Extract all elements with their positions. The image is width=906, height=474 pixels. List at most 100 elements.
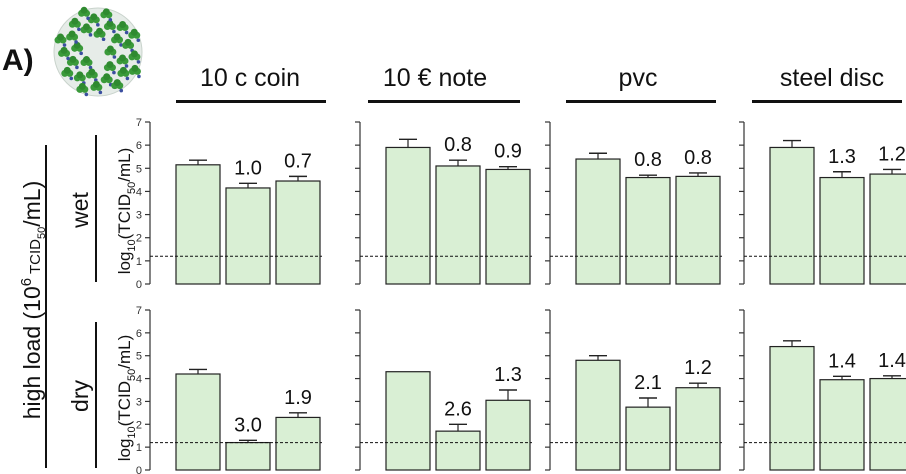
bar — [435, 430, 481, 471]
virus-spike — [80, 23, 93, 37]
y-axis-label: log10(TCID50/mL) — [115, 148, 138, 275]
virus-spike — [103, 20, 116, 34]
virus-spike — [104, 45, 117, 59]
row-label-dry: dry — [67, 380, 93, 412]
virus-spike — [78, 6, 91, 21]
virus-spike — [66, 55, 79, 70]
data-label: 0.9 — [494, 141, 522, 163]
virus-spike — [54, 33, 67, 47]
virus-spike — [90, 80, 103, 95]
virus-spike — [103, 61, 116, 75]
virus-spike — [73, 71, 86, 85]
y-tick-label: 0 — [136, 279, 142, 291]
column-underline-pvc — [566, 100, 716, 103]
data-label: 2.1 — [634, 372, 662, 394]
bar — [175, 373, 221, 471]
y-tick-label: 0 — [136, 465, 142, 474]
y-tick-label: 4 — [136, 186, 142, 198]
column-title-pvc: pvc — [618, 64, 658, 92]
data-label: 1.4 — [878, 350, 906, 372]
bar — [575, 359, 621, 471]
y-tick-label: 2 — [136, 233, 142, 245]
virus-spike — [100, 8, 113, 22]
bar — [275, 180, 321, 285]
chart-panel: 0 1 2 3 4 5 6 7 3.0 1.9 — [136, 305, 322, 474]
data-label: 1.2 — [878, 143, 906, 165]
chart-panel: 1.4 1.4 — [739, 309, 906, 471]
data-label: 1.4 — [828, 350, 856, 372]
virus-spike — [117, 66, 130, 81]
virus-spike — [111, 79, 124, 93]
bar — [225, 187, 271, 285]
data-label: 3.0 — [234, 414, 262, 436]
virus-spike — [116, 54, 129, 68]
virus-icon — [53, 6, 143, 97]
bar — [675, 387, 721, 471]
side-load-label: high load (106 TCID50/mL) — [18, 181, 48, 420]
bar — [769, 146, 815, 285]
data-label: 1.0 — [234, 157, 262, 179]
chart-panel: 0.8 0.9 — [355, 121, 532, 285]
bar — [175, 164, 221, 285]
virus-spike — [61, 66, 74, 81]
bar — [485, 168, 531, 285]
virus-spike — [111, 33, 124, 47]
data-label: 0.8 — [634, 149, 662, 171]
data-label: 0.8 — [684, 147, 712, 169]
bar — [819, 176, 865, 285]
virus-spike — [100, 73, 113, 87]
virus-spike — [66, 30, 79, 44]
panel-label: A) — [2, 44, 34, 77]
y-tick-label: 6 — [136, 140, 142, 152]
data-label: 1.2 — [684, 357, 712, 379]
chart-panel: 0.8 0.8 — [545, 121, 722, 285]
virus-spike — [128, 64, 141, 79]
bar — [275, 416, 321, 471]
bar — [769, 345, 815, 471]
column-title-note: 10 € note — [382, 64, 488, 92]
data-label: 0.7 — [284, 150, 312, 172]
bar — [385, 371, 431, 471]
column-underline-note — [368, 100, 520, 103]
y-tick-label: 7 — [136, 305, 142, 317]
column-underline-steel — [752, 100, 902, 103]
bar — [869, 173, 906, 285]
column-title-coin: 10 c coin — [199, 64, 301, 92]
data-label: 0.8 — [444, 134, 472, 156]
y-tick-label: 3 — [136, 396, 142, 408]
chart-panel: 1.3 1.2 — [739, 121, 906, 285]
bar — [575, 158, 621, 285]
virus-spike — [116, 21, 129, 35]
data-label: 1.9 — [284, 387, 312, 409]
virus-spike — [85, 68, 98, 82]
bar — [625, 176, 671, 285]
bar — [435, 165, 481, 285]
bar — [225, 441, 271, 471]
chart-panel: 2.6 1.3 — [355, 309, 532, 471]
bar — [675, 175, 721, 285]
virus-spike — [122, 38, 135, 53]
chart-panel: 0 1 2 3 4 5 6 7 1.0 0.7 — [136, 117, 322, 291]
y-tick-label: 1 — [136, 256, 142, 268]
data-label: 1.3 — [494, 364, 522, 386]
chart-panel: 2.1 1.2 — [545, 309, 722, 471]
virus-spike — [58, 46, 71, 61]
y-tick-label: 1 — [136, 442, 142, 454]
virus-spike — [76, 82, 89, 97]
virus-spike — [80, 56, 93, 70]
y-tick-label: 5 — [136, 163, 142, 175]
y-tick-label: 7 — [136, 117, 142, 129]
bar — [385, 146, 431, 285]
y-tick-label: 4 — [136, 374, 142, 386]
bar — [819, 379, 865, 471]
y-tick-label: 2 — [136, 419, 142, 431]
column-title-steel: steel disc — [779, 64, 885, 92]
virus-spike — [128, 28, 141, 43]
data-label: 2.6 — [444, 398, 472, 420]
bar — [625, 406, 671, 471]
y-tick-label: 5 — [136, 351, 142, 363]
virus-spike — [68, 17, 81, 32]
column-underline-coin — [176, 100, 326, 103]
bar — [485, 399, 531, 471]
